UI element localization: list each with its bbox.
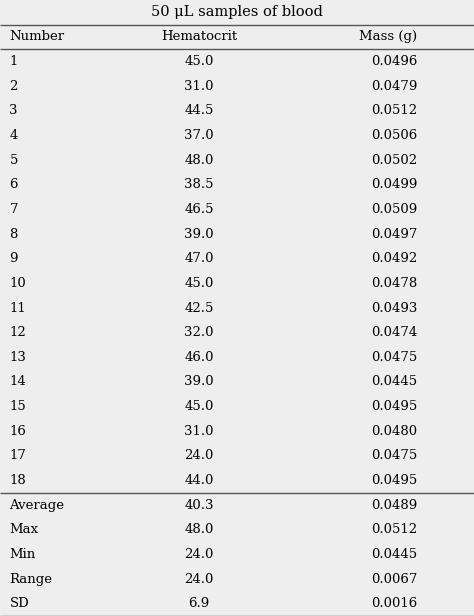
Text: 17: 17 — [9, 449, 27, 463]
Text: 12: 12 — [9, 326, 26, 339]
Text: 45.0: 45.0 — [184, 277, 214, 290]
Text: 7: 7 — [9, 203, 18, 216]
Text: Min: Min — [9, 548, 36, 561]
Text: 10: 10 — [9, 277, 26, 290]
Text: 13: 13 — [9, 351, 27, 364]
Text: 44.5: 44.5 — [184, 104, 214, 118]
Text: 39.0: 39.0 — [184, 375, 214, 389]
Text: 39.0: 39.0 — [184, 227, 214, 241]
Text: 31.0: 31.0 — [184, 79, 214, 93]
Text: 37.0: 37.0 — [184, 129, 214, 142]
Text: Number: Number — [9, 30, 64, 44]
Text: 0.0480: 0.0480 — [371, 424, 417, 438]
Text: 0.0445: 0.0445 — [371, 548, 417, 561]
Text: 48.0: 48.0 — [184, 523, 214, 537]
Text: Mass (g): Mass (g) — [359, 30, 417, 44]
Text: 0.0502: 0.0502 — [371, 153, 417, 167]
Text: 4: 4 — [9, 129, 18, 142]
Text: Average: Average — [9, 498, 64, 512]
Text: 15: 15 — [9, 400, 26, 413]
Text: 5: 5 — [9, 153, 18, 167]
Text: 44.0: 44.0 — [184, 474, 214, 487]
Text: 11: 11 — [9, 301, 26, 315]
Text: 32.0: 32.0 — [184, 326, 214, 339]
Text: 14: 14 — [9, 375, 26, 389]
Text: 0.0512: 0.0512 — [371, 523, 417, 537]
Text: 0.0499: 0.0499 — [371, 178, 417, 192]
Text: 24.0: 24.0 — [184, 548, 214, 561]
Text: 0.0493: 0.0493 — [371, 301, 417, 315]
Text: 0.0474: 0.0474 — [371, 326, 417, 339]
Text: 2: 2 — [9, 79, 18, 93]
Text: 45.0: 45.0 — [184, 55, 214, 68]
Text: 0.0445: 0.0445 — [371, 375, 417, 389]
Text: 0.0506: 0.0506 — [371, 129, 417, 142]
Text: 38.5: 38.5 — [184, 178, 214, 192]
Text: 24.0: 24.0 — [184, 449, 214, 463]
Text: 0.0478: 0.0478 — [371, 277, 417, 290]
Text: 48.0: 48.0 — [184, 153, 214, 167]
Text: 0.0496: 0.0496 — [371, 55, 417, 68]
Text: 46.0: 46.0 — [184, 351, 214, 364]
Text: 0.0479: 0.0479 — [371, 79, 417, 93]
Text: 46.5: 46.5 — [184, 203, 214, 216]
Text: 0.0016: 0.0016 — [371, 597, 417, 610]
Text: 0.0492: 0.0492 — [371, 252, 417, 265]
Text: 8: 8 — [9, 227, 18, 241]
Text: 16: 16 — [9, 424, 27, 438]
Text: 6.9: 6.9 — [189, 597, 210, 610]
Text: 0.0495: 0.0495 — [371, 400, 417, 413]
Text: 9: 9 — [9, 252, 18, 265]
Text: 40.3: 40.3 — [184, 498, 214, 512]
Text: 0.0497: 0.0497 — [371, 227, 417, 241]
Text: 0.0509: 0.0509 — [371, 203, 417, 216]
Text: Hematocrit: Hematocrit — [161, 30, 237, 44]
Text: 6: 6 — [9, 178, 18, 192]
Text: Range: Range — [9, 572, 53, 586]
Text: SD: SD — [9, 597, 29, 610]
Text: 50 μL samples of blood: 50 μL samples of blood — [151, 6, 323, 19]
Text: 42.5: 42.5 — [184, 301, 214, 315]
Text: 0.0475: 0.0475 — [371, 351, 417, 364]
Text: 0.0495: 0.0495 — [371, 474, 417, 487]
Text: 47.0: 47.0 — [184, 252, 214, 265]
Text: 0.0489: 0.0489 — [371, 498, 417, 512]
Text: 0.0475: 0.0475 — [371, 449, 417, 463]
Text: 3: 3 — [9, 104, 18, 118]
Text: 18: 18 — [9, 474, 26, 487]
Text: 1: 1 — [9, 55, 18, 68]
Text: 0.0512: 0.0512 — [371, 104, 417, 118]
Text: 0.0067: 0.0067 — [371, 572, 417, 586]
Text: Max: Max — [9, 523, 38, 537]
Text: 24.0: 24.0 — [184, 572, 214, 586]
Text: 31.0: 31.0 — [184, 424, 214, 438]
Text: 45.0: 45.0 — [184, 400, 214, 413]
